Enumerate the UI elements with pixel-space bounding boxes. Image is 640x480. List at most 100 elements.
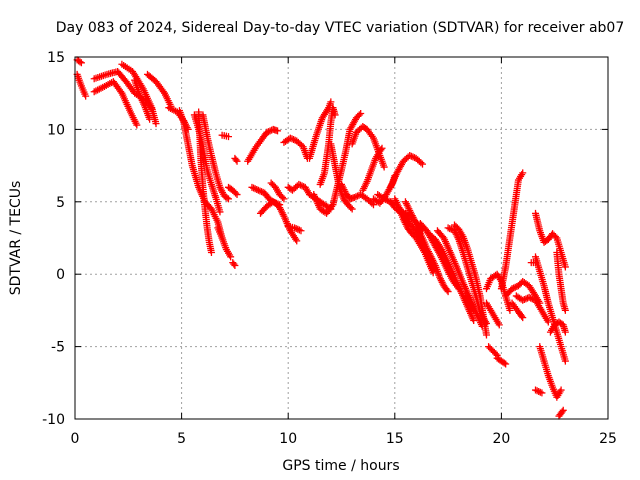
data-point xyxy=(407,152,415,160)
series-track-12 xyxy=(199,111,233,203)
data-point xyxy=(519,296,527,304)
data-point xyxy=(500,359,508,367)
data-point xyxy=(409,153,417,161)
data-point xyxy=(269,198,277,206)
series-track-43 xyxy=(461,292,478,314)
series-track-58 xyxy=(553,248,569,314)
data-point xyxy=(383,196,391,204)
data-point xyxy=(216,208,224,216)
y-tick-label: -5 xyxy=(51,340,65,356)
data-point xyxy=(276,201,284,209)
data-point xyxy=(232,189,240,197)
x-tick-label: 5 xyxy=(177,431,186,447)
data-point xyxy=(295,180,303,188)
x-tick-label: 10 xyxy=(279,431,297,447)
x-tick-label: 25 xyxy=(599,431,617,447)
series-track-49 xyxy=(502,277,544,307)
series-track-31 xyxy=(359,144,386,194)
series-track-24 xyxy=(284,180,335,213)
data-point xyxy=(327,98,335,106)
series-track-37 xyxy=(401,198,452,296)
y-tick-label: 15 xyxy=(47,50,65,66)
data-point xyxy=(522,295,530,303)
series-track-42 xyxy=(450,221,490,339)
data-point xyxy=(274,200,282,208)
data-point xyxy=(419,160,427,168)
x-axis-label: GPS time / hours xyxy=(282,458,399,474)
series-track-21 xyxy=(267,179,288,203)
data-point xyxy=(536,388,544,396)
data-point xyxy=(133,121,141,129)
y-tick-label: 0 xyxy=(56,267,65,283)
data-point xyxy=(368,199,376,207)
plot-frame xyxy=(74,56,609,420)
data-point xyxy=(561,357,569,365)
data-point xyxy=(117,88,125,96)
data-points xyxy=(73,56,569,420)
data-point xyxy=(357,109,365,117)
data-point xyxy=(331,111,339,119)
data-point xyxy=(271,199,279,207)
data-point xyxy=(352,193,360,201)
data-point xyxy=(470,317,478,325)
data-point xyxy=(264,128,272,136)
y-tick-label: 5 xyxy=(56,195,65,211)
data-point xyxy=(251,185,259,193)
data-point xyxy=(298,182,306,190)
data-point xyxy=(492,350,500,358)
series-track-23 xyxy=(284,222,305,235)
data-point xyxy=(82,92,90,100)
series-track-14 xyxy=(225,183,241,199)
data-point xyxy=(225,195,233,203)
y-tick-label: -10 xyxy=(42,412,65,428)
data-point xyxy=(378,144,386,152)
data-point xyxy=(380,163,388,171)
data-point xyxy=(297,227,305,235)
data-point xyxy=(528,295,536,303)
series-track-25 xyxy=(306,98,335,162)
data-point xyxy=(225,133,233,141)
data-point xyxy=(258,188,266,196)
data-point xyxy=(510,284,518,292)
data-point xyxy=(152,120,160,128)
data-point xyxy=(533,387,541,395)
data-point xyxy=(495,321,503,329)
data-point xyxy=(256,187,264,195)
data-point xyxy=(482,331,490,339)
data-point xyxy=(295,226,303,234)
series-track-17 xyxy=(229,259,239,270)
series-track-57 xyxy=(546,318,569,336)
data-point xyxy=(77,59,85,67)
chart-title: Day 083 of 2024, Sidereal Day-to-day VTE… xyxy=(56,20,625,36)
x-tick-label: 0 xyxy=(71,431,80,447)
series-track-01 xyxy=(73,70,90,100)
data-point xyxy=(230,260,238,268)
data-point xyxy=(223,194,231,202)
data-point xyxy=(557,386,565,394)
series-track-46 xyxy=(485,343,501,359)
series-track-16 xyxy=(231,154,241,165)
series-track-47 xyxy=(493,354,510,368)
series-track-55 xyxy=(536,343,565,401)
data-point xyxy=(292,225,300,233)
series-track-56 xyxy=(532,386,546,397)
data-point xyxy=(382,196,390,204)
data-point xyxy=(519,314,527,322)
data-point xyxy=(551,233,559,241)
data-point xyxy=(377,146,385,154)
series-track-27 xyxy=(316,104,339,188)
data-point xyxy=(254,186,262,194)
data-point xyxy=(380,195,388,203)
data-point xyxy=(520,296,528,304)
data-point xyxy=(286,134,294,142)
data-point xyxy=(525,293,533,301)
data-point xyxy=(280,195,288,203)
data-point xyxy=(347,204,355,212)
data-point xyxy=(443,286,451,294)
data-point xyxy=(406,151,414,159)
data-point xyxy=(159,88,167,96)
series-track-33 xyxy=(387,151,427,191)
data-point xyxy=(535,387,543,395)
data-point xyxy=(227,253,235,261)
data-point xyxy=(76,58,84,66)
